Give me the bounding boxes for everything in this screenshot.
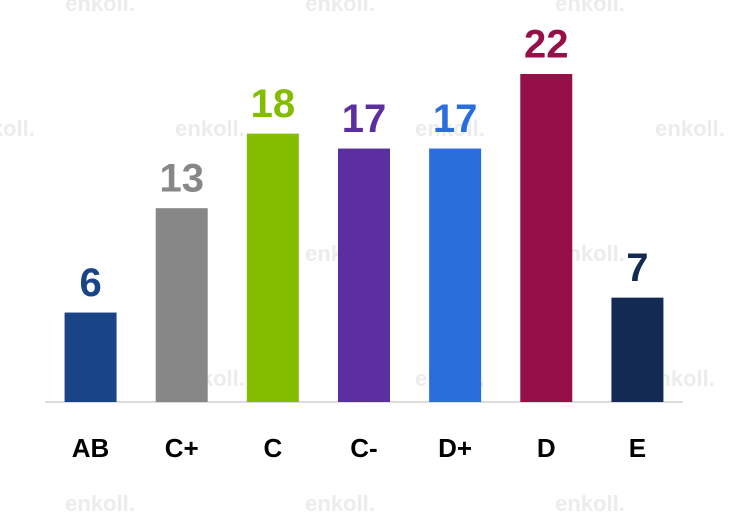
bar: [611, 297, 664, 402]
watermark: enkoll.: [65, 491, 135, 516]
bar: [338, 148, 390, 402]
bar: [520, 74, 573, 402]
watermark: enkoll.: [555, 0, 625, 16]
x-tick-label: AB: [72, 433, 110, 463]
bar: [429, 148, 482, 402]
value-label: 18: [251, 82, 296, 126]
value-label: 17: [342, 97, 387, 141]
watermark: enkoll.: [555, 491, 625, 516]
value-label: 7: [626, 246, 648, 290]
bar: [246, 133, 299, 403]
watermark: enkoll.: [0, 116, 35, 141]
value-label: 17: [433, 97, 478, 141]
x-tick-label: D+: [438, 433, 472, 463]
x-tick-label: D: [537, 433, 556, 463]
watermark: enkoll.: [305, 0, 375, 16]
x-tick-label: C: [263, 433, 282, 463]
bar: [64, 312, 117, 402]
watermark: enkoll.: [305, 491, 375, 516]
bar: [155, 208, 208, 402]
value-label: 13: [159, 157, 204, 201]
watermark: enkoll.: [415, 116, 485, 141]
value-label: 22: [524, 23, 569, 67]
watermark: enkoll.: [655, 116, 725, 141]
watermark: enkoll.: [175, 116, 245, 141]
x-tick-label: E: [629, 433, 646, 463]
watermark: enkoll.: [65, 0, 135, 16]
value-label: 6: [79, 261, 101, 305]
x-tick-label: C+: [165, 433, 199, 463]
x-tick-label: C-: [350, 433, 377, 463]
